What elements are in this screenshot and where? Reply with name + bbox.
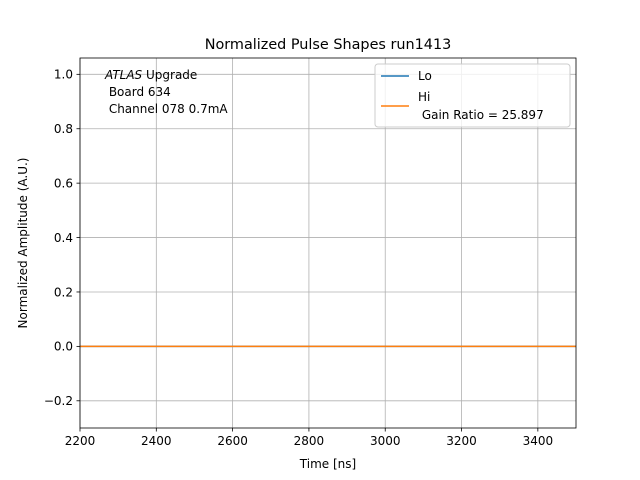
annotation-line-3: Channel 078 0.7mA <box>105 102 228 116</box>
atlas-annotation: ATLAS Upgrade Board 634 Channel 078 0.7m… <box>104 68 228 116</box>
x-tick-label: 2800 <box>294 434 325 448</box>
annotation-line-1: ATLAS Upgrade <box>104 68 197 82</box>
x-tick-label: 2600 <box>217 434 248 448</box>
legend-label-hi-gain: Gain Ratio = 25.897 <box>418 108 544 122</box>
x-tick-label: 3000 <box>370 434 401 448</box>
annotation-italic: ATLAS <box>104 68 143 82</box>
y-tick-label: 0.0 <box>54 340 73 354</box>
annotation-line-2: Board 634 <box>105 85 171 99</box>
x-tick-label: 3400 <box>523 434 554 448</box>
y-axis-label: Normalized Amplitude (A.U.) <box>16 158 30 329</box>
legend: Lo Hi Gain Ratio = 25.897 <box>374 63 571 128</box>
plot-frame <box>79 57 577 429</box>
x-axis-label: Time [ns] <box>299 457 356 471</box>
y-tick-label: 0.4 <box>54 231 73 245</box>
annotation-first-rest: Upgrade <box>142 68 197 82</box>
y-tick-label: 1.0 <box>54 68 73 82</box>
x-tick-label: 2400 <box>141 434 172 448</box>
legend-label-lo: Lo <box>418 69 432 83</box>
x-tick-label: 2200 <box>65 434 96 448</box>
legend-label-hi: Hi <box>418 90 430 104</box>
y-tick-label: −0.2 <box>44 394 73 408</box>
ticks: 2200 2400 2600 2800 3000 3200 3400 −0.2 0.0 0.2 0.… <box>44 68 553 448</box>
y-tick-label: 0.8 <box>54 122 73 136</box>
legend-box <box>374 63 571 128</box>
y-tick-label: 0.2 <box>54 285 73 299</box>
y-tick-label: 0.6 <box>54 176 73 190</box>
x-tick-label: 3200 <box>446 434 477 448</box>
chart-title: Normalized Pulse Shapes run1413 <box>205 37 452 53</box>
